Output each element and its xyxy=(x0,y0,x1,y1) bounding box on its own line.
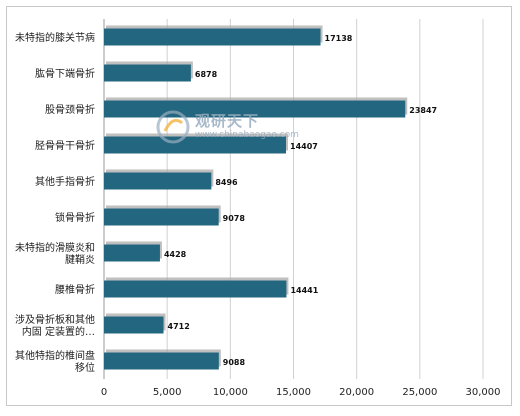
data-label: 4712 xyxy=(168,322,190,331)
data-label: 14407 xyxy=(290,142,318,151)
data-label: 9088 xyxy=(223,358,246,367)
category-label: 股骨颈骨折 xyxy=(45,103,95,116)
bar xyxy=(104,28,321,46)
bar xyxy=(104,316,164,334)
x-tick-label: 20,000 xyxy=(339,387,374,398)
category-label: 其他手指骨折 xyxy=(35,175,95,188)
data-label: 17138 xyxy=(325,34,353,43)
category-label: 肱骨下端骨折 xyxy=(35,67,95,80)
category-label: 胫骨骨干骨折 xyxy=(35,139,95,152)
x-axis-tick-labels: 0 5,000 10,000 15,000 20,000 25,000 30,000 xyxy=(101,387,501,398)
data-label: 23847 xyxy=(409,106,437,115)
watermark-text: 观研天下 xyxy=(195,112,260,130)
data-label: 6878 xyxy=(195,70,218,79)
watermark-url: www.chinabaogao.com xyxy=(195,130,299,140)
data-label: 4428 xyxy=(164,250,187,259)
watermark-logo-icon xyxy=(156,110,190,144)
data-label: 14441 xyxy=(290,286,318,295)
watermark: 观研天下 www.chinabaogao.com xyxy=(155,109,299,145)
chart-frame: 17138 6878 23847 14407 8496 9078 4428 14441 4712… xyxy=(6,6,512,406)
category-label: 锁骨骨折 xyxy=(55,211,95,224)
x-tick-label: 15,000 xyxy=(276,387,311,398)
bars: 17138 6878 23847 14407 8496 9078 4428 14441 4712… xyxy=(104,25,437,370)
data-label: 8496 xyxy=(215,178,238,187)
bar-chart: 17138 6878 23847 14407 8496 9078 4428 14441 4712… xyxy=(15,19,501,398)
bar xyxy=(104,172,212,190)
x-tick-label: 10,000 xyxy=(213,387,248,398)
bar xyxy=(104,208,219,226)
x-tick-label: 30,000 xyxy=(466,387,501,398)
bar xyxy=(104,352,219,370)
category-label: 未特指的滑膜炎和腱鞘炎 xyxy=(15,241,95,266)
data-label: 9078 xyxy=(223,214,246,223)
bar xyxy=(104,280,287,298)
category-labels: 未特指的膝关节病肱骨下端骨折股骨颈骨折胫骨骨干骨折其他手指骨折锁骨骨折未特指的滑… xyxy=(15,31,95,374)
bar xyxy=(104,136,287,154)
x-tick-label: 25,000 xyxy=(402,387,437,398)
bar xyxy=(104,64,191,82)
x-tick-label: 5,000 xyxy=(153,387,182,398)
category-label: 未特指的膝关节病 xyxy=(15,31,95,44)
x-tick-label: 0 xyxy=(101,387,107,398)
category-label: 其他特指的椎间盘移位 xyxy=(15,349,95,374)
bar xyxy=(104,244,160,262)
category-label: 涉及骨折板和其他内固 定装置的… xyxy=(15,313,95,338)
category-label: 腰椎骨折 xyxy=(55,283,95,296)
